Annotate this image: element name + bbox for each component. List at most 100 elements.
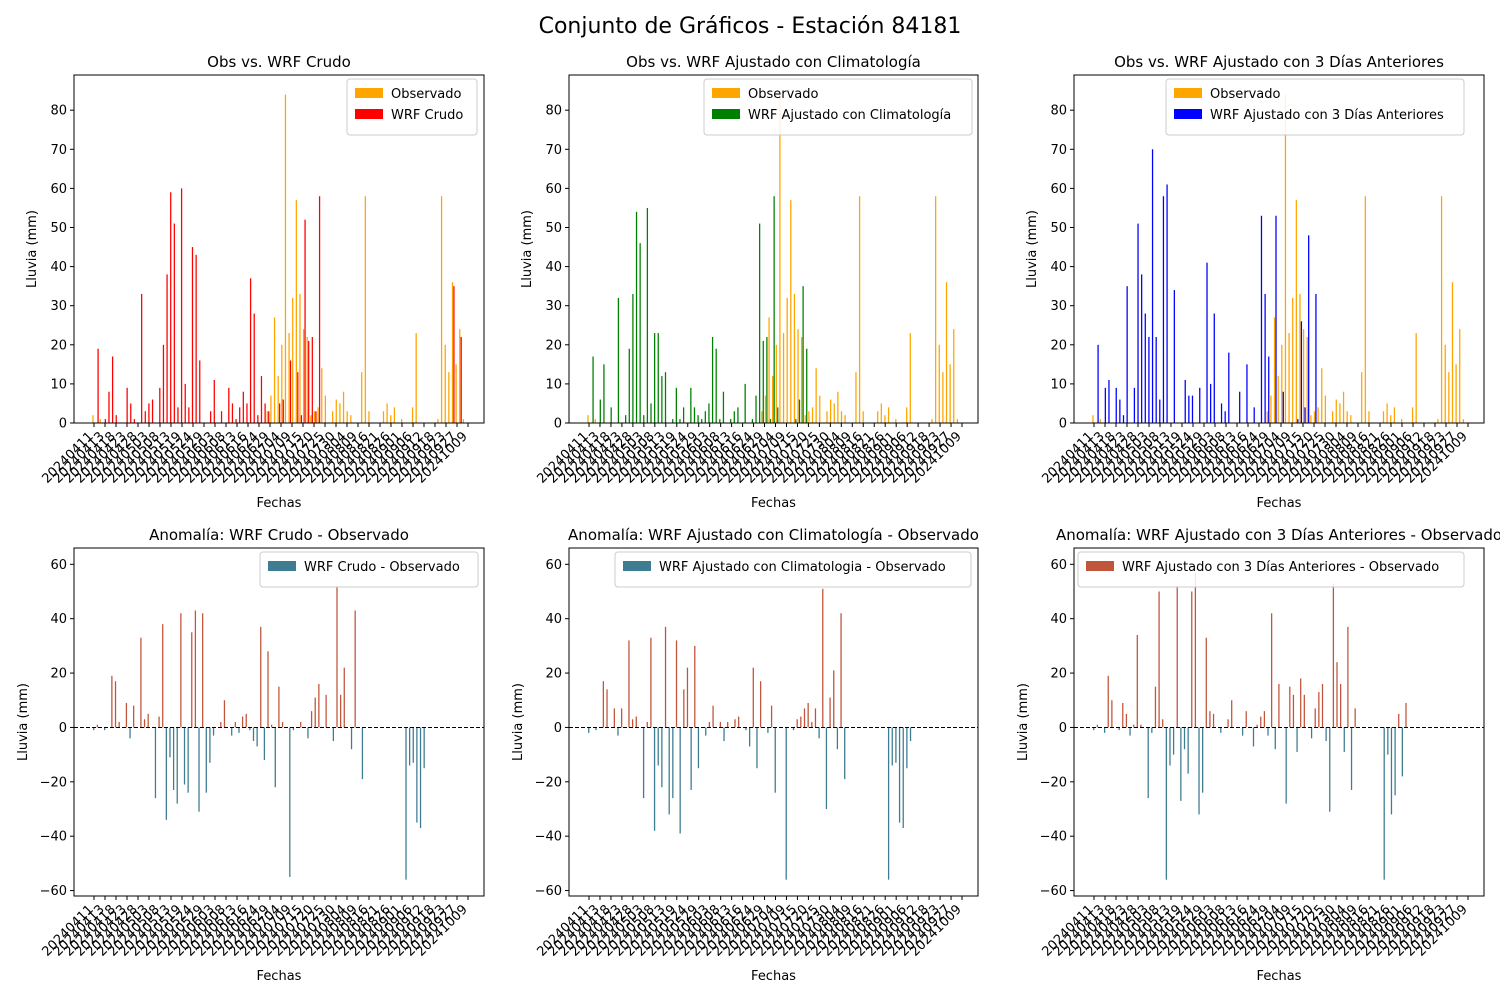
x-axis-label: Fechas [751, 969, 796, 984]
bar [1303, 694, 1305, 728]
bar [281, 722, 284, 728]
bar [1119, 399, 1121, 423]
bar [661, 727, 663, 788]
bar [1364, 196, 1366, 423]
bar [350, 727, 353, 750]
bar [1310, 727, 1313, 739]
y-tick-label: 60 [1050, 182, 1067, 197]
bar [1224, 411, 1226, 423]
bar [295, 200, 297, 423]
legend-label: WRF Ajustado con Climatologia - Observad… [659, 560, 946, 575]
bars-group [587, 94, 959, 424]
bar [1133, 724, 1135, 728]
bar [173, 223, 175, 423]
bar [1151, 149, 1154, 423]
bar [844, 415, 846, 423]
bar [194, 610, 197, 728]
bar [444, 344, 446, 423]
chart-obs-vs-wrf-crudo: Obs vs. WRF Crudo01020304050607080202404… [25, 53, 485, 511]
bar [837, 391, 839, 423]
y-tick-label: 20 [545, 338, 562, 353]
bar [829, 697, 831, 728]
legend-label: Observado [1210, 87, 1281, 102]
y-tick-label: 40 [50, 612, 67, 627]
bar [642, 727, 645, 799]
x-axis-label: Fechas [1257, 496, 1302, 511]
bar [1297, 419, 1299, 423]
legend-swatch [1086, 561, 1114, 571]
bar [880, 403, 882, 423]
bar [118, 722, 120, 728]
chart-title: Anomalía: WRF Ajustado con Climatología … [568, 526, 979, 544]
bar [1415, 333, 1417, 423]
bar [266, 411, 268, 423]
y-tick-label: −20 [535, 775, 562, 790]
bar [140, 637, 142, 728]
bar [364, 196, 366, 423]
bar [1104, 387, 1106, 423]
legend: Observado WRF Ajustado con Climatología [703, 78, 973, 136]
bar [1133, 387, 1136, 423]
bar [297, 372, 299, 423]
bar [1275, 215, 1277, 423]
legend: Observado WRF Ajustado con 3 Días Anterio… [1165, 78, 1465, 136]
bar [350, 415, 352, 423]
bar [242, 391, 244, 423]
bar [166, 274, 168, 423]
bar [292, 297, 294, 423]
bar [664, 626, 667, 728]
bar [147, 713, 149, 728]
bar [368, 411, 370, 423]
y-tick-label: −20 [40, 775, 67, 790]
legend: Observado WRF Crudo [346, 78, 478, 136]
bar [96, 724, 98, 728]
bar [154, 727, 157, 799]
bar [764, 395, 767, 423]
y-tick-label: 60 [50, 558, 67, 573]
legend-swatch [355, 88, 383, 98]
y-tick-label: −60 [40, 884, 67, 899]
bar [1314, 708, 1316, 728]
chart-anomalia-wrf-3dias: Anomalía: WRF Ajustado con 3 Días Anteri… [1016, 526, 1500, 984]
bar [792, 727, 795, 731]
bar [1220, 727, 1222, 733]
bar [1206, 262, 1208, 423]
bar [198, 727, 200, 812]
legend-box [1077, 551, 1465, 588]
bar [654, 333, 656, 423]
y-tick-label: 30 [1050, 299, 1067, 314]
bar [342, 391, 345, 423]
bar [1335, 399, 1337, 423]
y-tick-label: 40 [1050, 612, 1067, 627]
bar [246, 403, 248, 423]
bar [1191, 395, 1194, 423]
bar [1136, 635, 1138, 728]
bar [802, 286, 804, 423]
bar [1260, 215, 1263, 423]
bar [1282, 391, 1284, 423]
bar [300, 722, 302, 728]
bar [898, 727, 901, 823]
y-axis-label: Lluvia (mm) [1016, 683, 1031, 761]
bar [602, 681, 604, 728]
bar [594, 419, 596, 423]
bar [302, 329, 305, 423]
bar [245, 713, 247, 728]
bar [697, 727, 700, 769]
bar [646, 207, 649, 423]
bar [1093, 727, 1095, 731]
bar [625, 415, 627, 423]
bar [891, 727, 893, 766]
bar [97, 348, 99, 423]
y-tick-label: 70 [1050, 143, 1067, 158]
bar [744, 383, 746, 423]
bar [840, 613, 842, 728]
bar [774, 727, 776, 793]
bar [1361, 372, 1363, 423]
bar [382, 411, 385, 423]
bar [241, 716, 244, 728]
bar [862, 411, 864, 423]
bar [723, 727, 725, 742]
y-tick-label: 60 [545, 182, 562, 197]
bar [99, 419, 101, 423]
